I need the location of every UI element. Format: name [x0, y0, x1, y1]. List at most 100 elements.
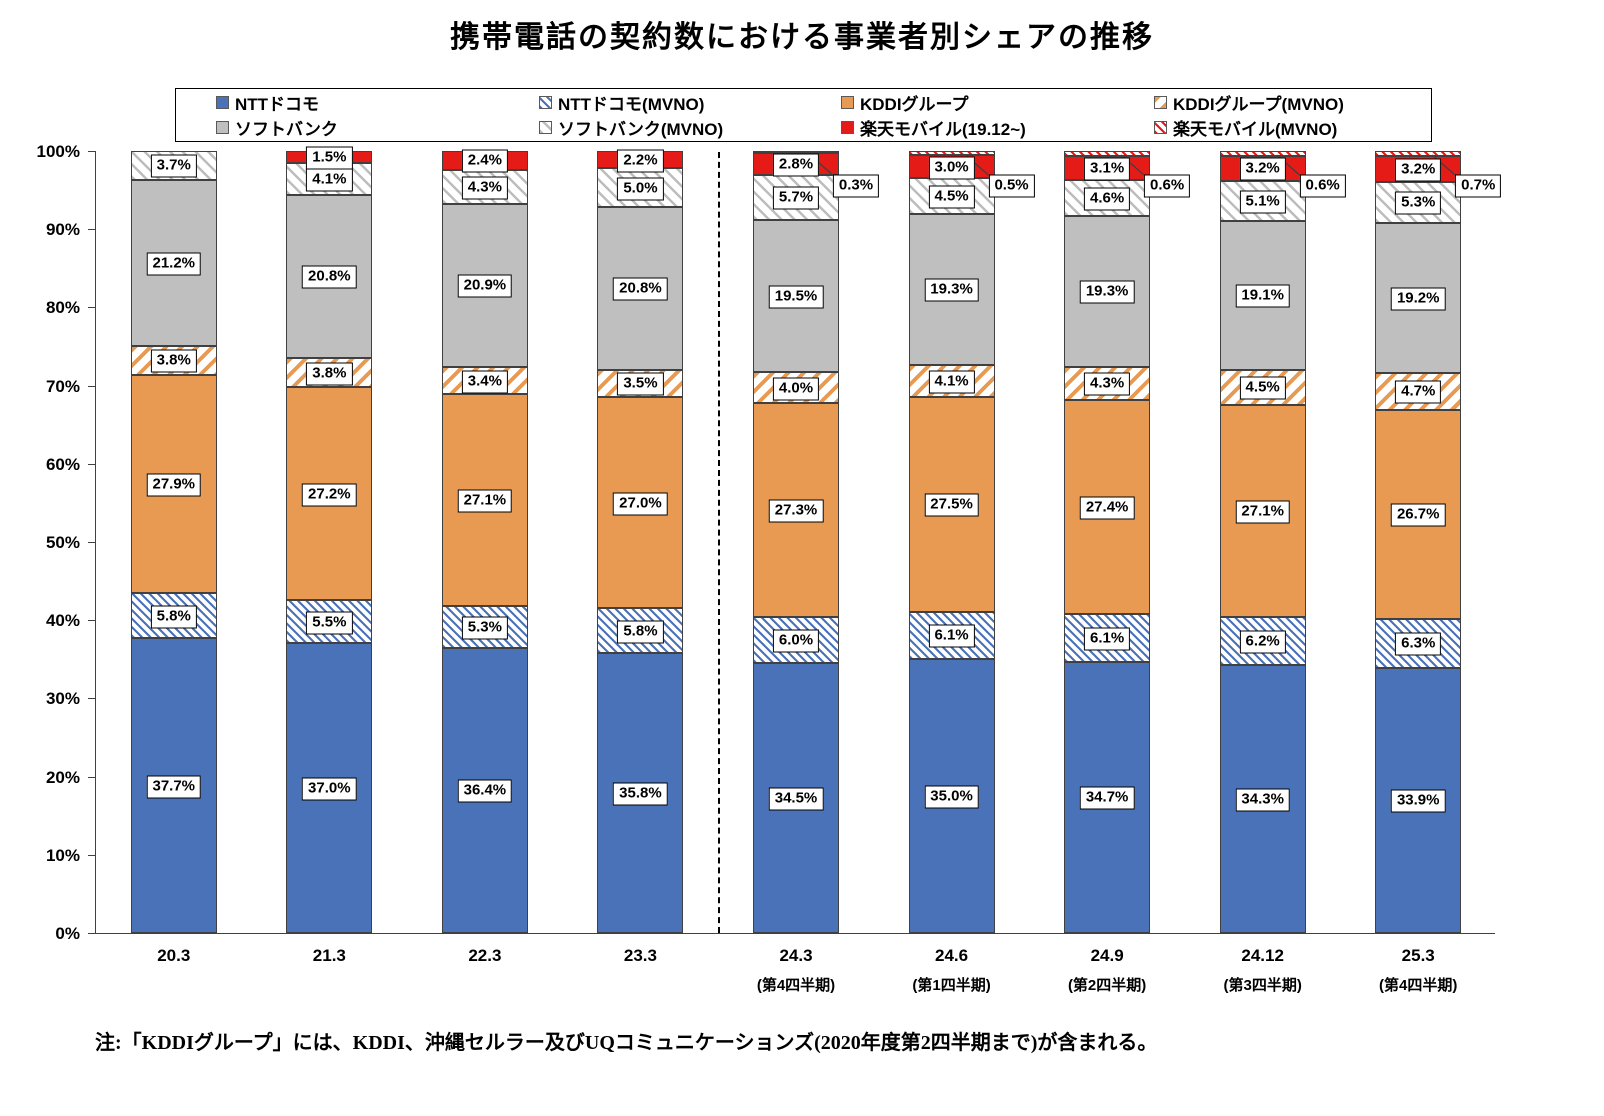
data-label-softbank_mvno: 5.3%	[1395, 191, 1442, 215]
x-axis-label: 24.3	[779, 946, 813, 965]
legend: NTTドコモ NTTドコモ(MVNO) KDDIグループ KDDIグループ(MVNO)…	[175, 88, 1432, 142]
x-axis-sublabel: (第2四半期)	[1067, 977, 1147, 994]
data-label-kddi_mvno: 4.7%	[1395, 380, 1442, 404]
data-label-rakuten_mvno: 0.5%	[988, 174, 1035, 198]
data-label-docomo: 37.7%	[146, 775, 202, 799]
legend-swatch-icon	[1154, 121, 1167, 134]
bar-segment-softbank	[1064, 215, 1151, 367]
data-label-kddi: 27.1%	[457, 489, 513, 513]
legend-item-docomo_mvno: NTTドコモ(MVNO)	[539, 90, 841, 115]
y-axis-tick	[88, 542, 96, 543]
legend-label: NTTドコモ(MVNO)	[558, 95, 705, 114]
y-axis-label: 0%	[55, 924, 80, 943]
data-label-softbank: 19.3%	[1079, 280, 1135, 304]
legend-swatch-icon	[216, 96, 229, 109]
bar-segment-rakuten_mvno	[1064, 151, 1151, 156]
data-label-docomo_mvno: 5.8%	[150, 605, 197, 629]
data-label-kddi: 27.1%	[1235, 500, 1290, 524]
bar-segment-docomo_mvno	[1064, 614, 1151, 662]
data-label-softbank_mvno: 5.7%	[772, 186, 820, 210]
x-axis-sublabel: (第3四半期)	[1223, 977, 1302, 994]
bar-segment-rakuten_mvno	[908, 151, 995, 155]
data-label-kddi: 27.9%	[146, 473, 202, 497]
data-label-docomo: 34.7%	[1079, 786, 1135, 810]
data-label-kddi_mvno: 3.8%	[150, 349, 197, 373]
data-label-softbank: 19.1%	[1235, 284, 1290, 308]
legend-label: 楽天モバイル(MVNO)	[1173, 120, 1338, 139]
data-label-softbank_mvno: 4.6%	[1084, 187, 1131, 211]
data-label-docomo_mvno: 6.2%	[1239, 630, 1286, 654]
data-label-docomo_mvno: 5.8%	[617, 620, 664, 644]
data-label-rakuten: 3.2%	[1395, 158, 1442, 182]
y-axis-tick	[88, 229, 96, 231]
legend-label: KDDIグループ(MVNO)	[1173, 95, 1344, 114]
data-label-softbank: 19.5%	[768, 285, 824, 309]
legend-label: 楽天モバイル(19.12~)	[860, 120, 1026, 139]
y-axis-tick	[88, 385, 96, 387]
legend-swatch-icon	[841, 121, 854, 134]
data-label-rakuten: 2.2%	[617, 149, 664, 173]
y-axis-label: 80%	[45, 298, 80, 318]
period-divider-line	[718, 152, 721, 933]
legend-swatch-icon	[539, 96, 552, 109]
data-label-softbank_mvno: 3.7%	[150, 154, 197, 178]
x-axis-label: 23.3	[623, 946, 657, 965]
data-label-softbank_mvno: 5.1%	[1239, 190, 1286, 214]
x-axis-label: 24.6	[935, 946, 969, 965]
data-label-kddi_mvno: 4.0%	[772, 377, 820, 401]
data-label-rakuten: 1.5%	[306, 146, 353, 170]
bar-segment-rakuten_mvno	[753, 151, 839, 154]
y-axis-tick	[88, 620, 96, 622]
data-label-docomo: 34.5%	[768, 787, 824, 811]
data-label-kddi_mvno: 4.3%	[1084, 372, 1131, 396]
bar-segment-rakuten_mvno	[1219, 151, 1306, 156]
data-label-softbank: 21.2%	[146, 252, 202, 276]
data-label-docomo_mvno: 6.1%	[1084, 627, 1131, 651]
legend-label: ソフトバンク(MVNO)	[558, 120, 724, 139]
x-axis-label: 21.3	[312, 946, 346, 965]
y-axis-tick	[88, 776, 96, 778]
legend-item-kddi_mvno: KDDIグループ(MVNO)	[1154, 90, 1431, 115]
data-label-docomo_mvno: 5.3%	[461, 616, 508, 640]
data-label-kddi: 27.0%	[613, 492, 668, 516]
data-label-docomo: 36.4%	[457, 779, 513, 803]
data-label-rakuten_mvno: 0.7%	[1455, 174, 1502, 198]
bar-segment-docomo_mvno	[753, 616, 839, 664]
data-label-rakuten: 3.1%	[1084, 157, 1131, 181]
data-label-docomo_mvno: 6.3%	[1395, 632, 1442, 656]
legend-label: NTTドコモ	[235, 95, 320, 114]
data-label-kddi: 27.3%	[768, 499, 824, 523]
x-axis-sublabel: (第1四半期)	[912, 977, 991, 994]
data-label-softbank_mvno: 4.5%	[928, 185, 975, 209]
y-axis-label: 100%	[36, 142, 80, 161]
legend-item-rakuten: 楽天モバイル(19.12~)	[841, 115, 1154, 140]
legend-item-docomo: NTTドコモ	[216, 90, 539, 115]
x-axis-label: 22.3	[468, 946, 502, 965]
x-axis-label: 25.3	[1401, 946, 1435, 965]
y-axis-tick	[88, 463, 96, 465]
data-label-softbank: 20.9%	[457, 274, 513, 298]
y-axis-tick	[88, 933, 96, 934]
data-label-softbank: 20.8%	[302, 265, 357, 289]
plot-area: 0% 10% 20% 30% 40% 50% 60% 70% 80% 90% 100% 37.7% 5.…	[37, 142, 1502, 994]
data-label-kddi_mvno: 4.5%	[1239, 376, 1286, 400]
x-axis-label: 24.12	[1241, 946, 1284, 965]
data-label-kddi_mvno: 4.1%	[928, 370, 975, 394]
x-axis-sublabel: (第4四半期)	[1379, 977, 1458, 994]
y-axis-tick	[88, 151, 96, 152]
legend-item-kddi: KDDIグループ	[841, 90, 1154, 115]
y-axis-label: 90%	[45, 220, 80, 240]
legend-swatch-icon	[539, 121, 552, 134]
data-label-docomo_mvno: 6.1%	[928, 624, 975, 648]
data-label-docomo_mvno: 5.5%	[306, 611, 353, 635]
x-axis-label: 24.9	[1090, 946, 1124, 965]
data-label-kddi_mvno: 3.8%	[306, 362, 353, 386]
y-axis-label: 70%	[45, 376, 80, 396]
legend-item-softbank: ソフトバンク	[216, 115, 539, 140]
bar-segment-softbank_mvno	[1375, 181, 1462, 223]
legend-label: KDDIグループ	[860, 95, 969, 114]
y-axis-tick	[88, 698, 96, 700]
legend-swatch-icon	[216, 121, 229, 134]
data-label-softbank_mvno: 4.1%	[306, 168, 353, 192]
y-axis-label: 60%	[45, 454, 80, 474]
